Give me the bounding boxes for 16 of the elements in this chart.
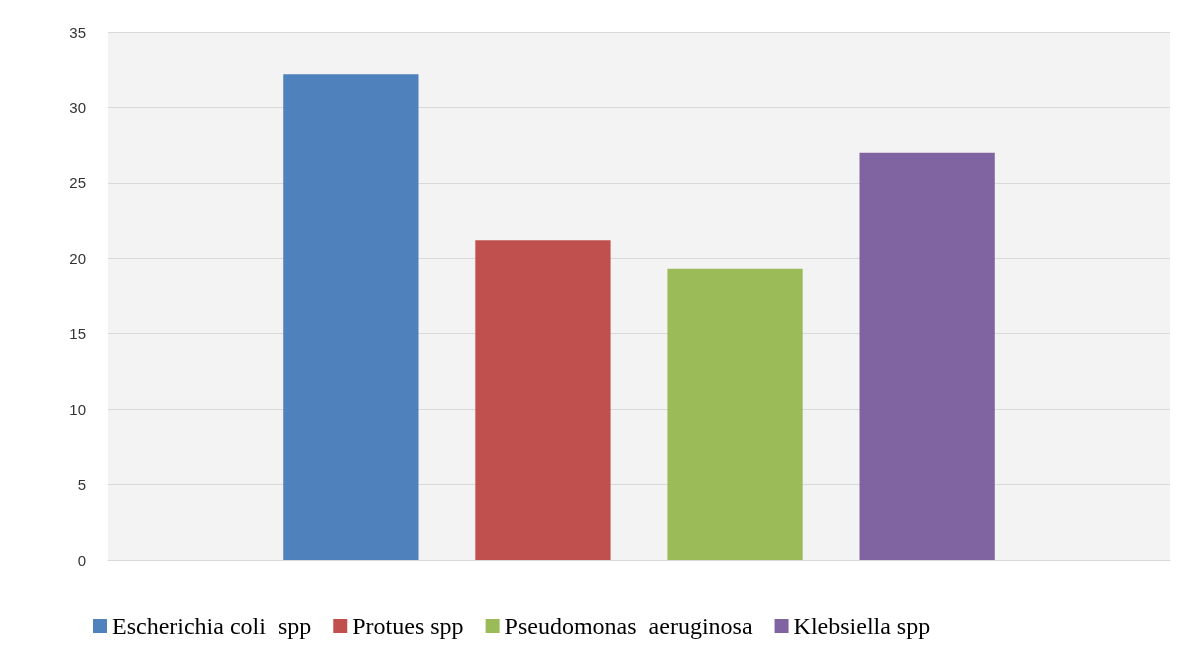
y-tick-label: 15 — [69, 325, 86, 343]
y-tick-label: 0 — [77, 551, 86, 569]
y-tick-label: 30 — [69, 98, 86, 116]
legend-label: Protues spp — [352, 613, 464, 639]
bar — [475, 240, 611, 560]
legend-label: Klebsiella spp — [793, 613, 931, 639]
y-tick-label: 35 — [69, 23, 86, 41]
y-tick-label: 10 — [69, 400, 86, 418]
legend-label: Pseudomonas aeruginosa — [504, 613, 753, 639]
legend-label: Escherichia coli spp — [112, 613, 312, 639]
bar — [667, 268, 803, 560]
bar — [283, 74, 419, 560]
y-tick-label: 20 — [69, 249, 86, 267]
y-tick-label: 5 — [77, 476, 86, 494]
y-tick-label: 25 — [69, 174, 86, 192]
bar — [859, 152, 995, 560]
